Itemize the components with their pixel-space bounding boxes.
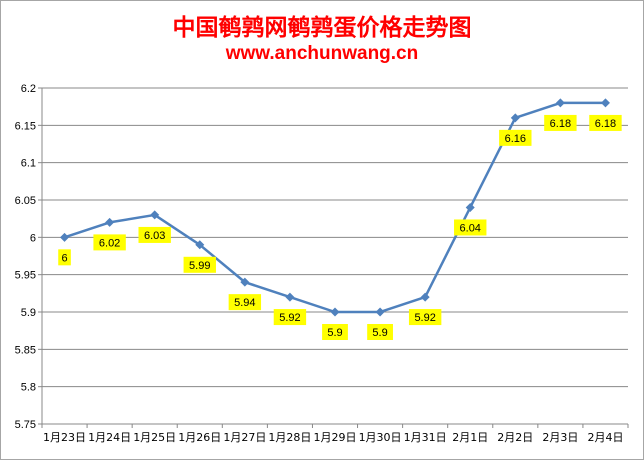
- x-tick-label: 2月3日: [542, 431, 578, 444]
- x-tick-label: 1月31日: [404, 431, 447, 444]
- data-label-bg: [58, 249, 71, 266]
- x-tick-label: 1月27日: [223, 431, 266, 444]
- data-label: 6.18: [544, 114, 577, 131]
- data-label-bg: [183, 256, 216, 273]
- y-tick-label: 5.85: [15, 344, 36, 356]
- x-tick-label: 1月24日: [88, 431, 131, 444]
- data-label-bg: [454, 219, 487, 236]
- y-tick-label: 5.8: [21, 382, 36, 394]
- data-label-bg: [273, 309, 307, 326]
- data-label-text: 6.18: [595, 118, 616, 130]
- data-point: [105, 217, 115, 227]
- data-label-text: 6.04: [460, 222, 481, 234]
- data-label: 5.9: [367, 324, 393, 340]
- y-tick-label: 6.05: [15, 195, 36, 207]
- x-tick-label: 2月1日: [452, 431, 488, 444]
- data-label-bg: [93, 234, 126, 251]
- data-label-bg: [408, 309, 442, 326]
- data-label-text: 6.18: [550, 118, 571, 130]
- data-label-bg: [499, 129, 532, 146]
- data-label-text: 5.9: [327, 327, 342, 339]
- grid-layer: [42, 87, 628, 388]
- x-tick-label: 2月4日: [587, 431, 623, 444]
- data-label-bg: [367, 324, 393, 340]
- data-point: [420, 292, 430, 302]
- data-label-bg: [544, 114, 577, 131]
- x-tick-label: 2月2日: [497, 431, 533, 444]
- data-label: 5.92: [273, 309, 307, 326]
- x-tick-label: 1月26日: [178, 431, 221, 444]
- x-tick-label: 1月25日: [133, 431, 176, 444]
- data-label: 5.92: [408, 309, 442, 326]
- data-label-bg: [228, 294, 262, 311]
- data-point: [465, 202, 475, 212]
- data-label-text: 6.02: [99, 237, 120, 249]
- y-tick-label: 6.2: [21, 83, 36, 95]
- chart-title: 中国鹌鹑网鹌鹑蛋价格走势图: [172, 14, 472, 41]
- data-label: 6.03: [138, 226, 171, 243]
- data-label: 5.94: [228, 294, 262, 311]
- data-label: 6.18: [589, 114, 622, 131]
- data-point: [375, 307, 385, 317]
- data-point: [555, 98, 565, 108]
- axis-layer: [38, 87, 629, 428]
- data-labels: 6 6.02 6.03 5.99 5.94 5.92 5.9 5.9 5.92 6.04 6.16 6…: [58, 114, 622, 340]
- data-label: 6: [58, 249, 71, 266]
- data-label-text: 5.99: [189, 260, 210, 272]
- series-layer: [60, 98, 610, 317]
- data-point: [330, 307, 340, 317]
- y-tick-label: 5.75: [15, 419, 36, 431]
- data-label-text: 5.9: [372, 327, 387, 339]
- data-label-text: 6.03: [144, 230, 165, 242]
- data-point: [195, 240, 205, 250]
- y-tick-label: 6.15: [15, 120, 36, 132]
- x-tick-labels: 1月23日 1月24日 1月25日 1月26日 1月27日 1月28日 1月29日 1月30日…: [43, 431, 623, 444]
- data-label-text: 5.92: [279, 312, 300, 324]
- data-point: [240, 277, 250, 287]
- data-label: 6.02: [93, 234, 126, 251]
- data-label-bg: [322, 324, 348, 340]
- y-tick-label: 6: [30, 232, 36, 244]
- y-tick-labels: 5.75 5.8 5.85 5.9 5.95 6 6.05 6.1 6.15 6.2: [15, 83, 36, 431]
- data-label-text: 6.16: [505, 133, 526, 145]
- data-label-bg: [589, 114, 622, 131]
- x-tick-label: 1月28日: [268, 431, 311, 444]
- data-label-text: 5.94: [234, 297, 255, 309]
- x-tick-label: 1月23日: [43, 431, 86, 444]
- data-point: [600, 98, 610, 108]
- data-point: [60, 232, 70, 242]
- data-label: 5.99: [183, 256, 216, 273]
- data-label: 6.16: [499, 129, 532, 146]
- data-point: [510, 113, 520, 123]
- data-label-text: 5.92: [414, 312, 435, 324]
- data-label-bg: [138, 226, 171, 243]
- data-label-text: 6: [61, 252, 67, 264]
- data-point: [285, 292, 295, 302]
- x-tick-label: 1月30日: [359, 431, 402, 444]
- y-tick-label: 5.9: [21, 307, 36, 319]
- data-label: 5.9: [322, 324, 348, 340]
- y-tick-label: 5.95: [15, 270, 36, 282]
- data-label: 6.04: [454, 219, 487, 236]
- data-point: [150, 210, 160, 220]
- chart-subtitle: www.anchunwang.cn: [225, 43, 419, 64]
- x-tick-label: 1月29日: [314, 431, 357, 444]
- y-tick-label: 6.1: [21, 158, 36, 170]
